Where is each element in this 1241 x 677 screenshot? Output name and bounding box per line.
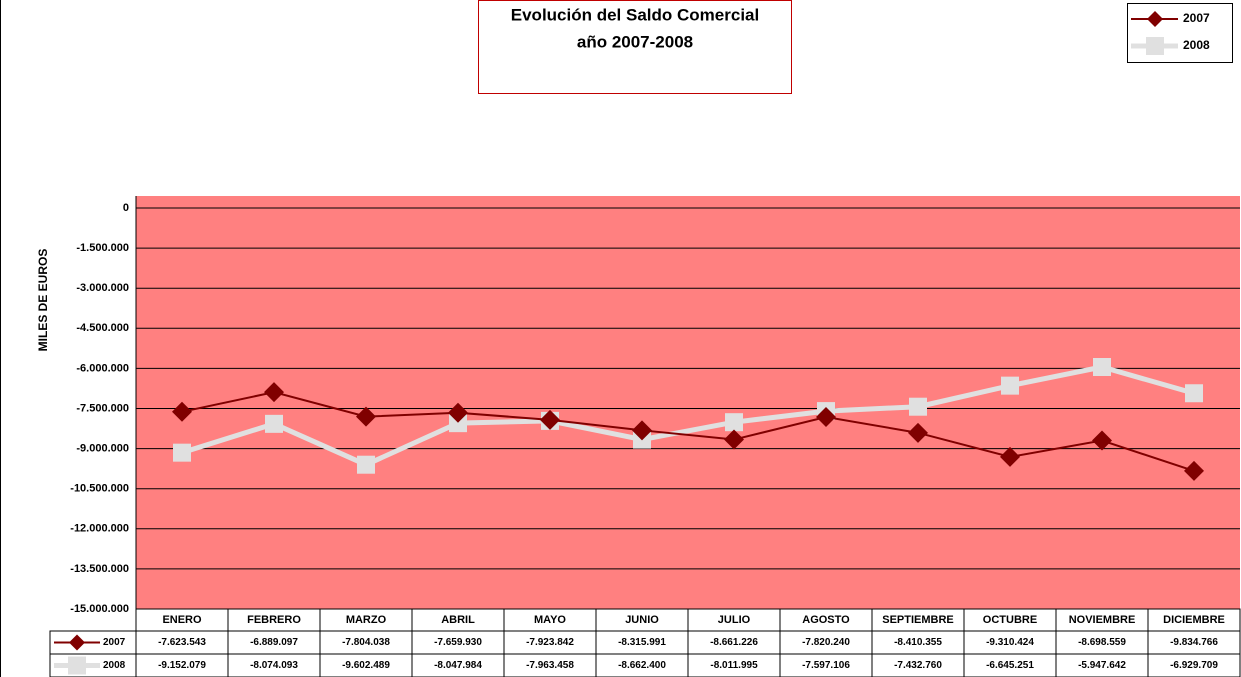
data-table-value: -5.947.642 xyxy=(1078,660,1126,671)
marker xyxy=(909,397,927,416)
data-table-value: -7.597.106 xyxy=(802,660,850,671)
table-series-name: 2007 xyxy=(103,637,126,648)
series-line xyxy=(181,364,1195,468)
data-table-value: -8.661.226 xyxy=(710,637,758,648)
y-tick-label: -12.000.000 xyxy=(70,523,129,535)
x-tick-label: MARZO xyxy=(346,614,387,626)
plot-area xyxy=(136,196,1240,609)
y-tick-label: 0 xyxy=(123,202,129,214)
y-axis-label: MILES DE EUROS xyxy=(36,249,50,352)
data-table-value: -6.645.251 xyxy=(986,660,1034,671)
x-tick-label: DICIEMBRE xyxy=(1163,614,1225,626)
marker xyxy=(1001,376,1019,395)
marker xyxy=(1185,384,1203,403)
x-tick-label: AGOSTO xyxy=(802,614,850,626)
y-tick-label: -7.500.000 xyxy=(76,402,129,414)
data-table-value: -8.662.400 xyxy=(618,660,666,671)
y-tick-label: -15.000.000 xyxy=(70,603,129,615)
data-table-value: -9.152.079 xyxy=(158,660,206,671)
data-table-value: -9.602.489 xyxy=(342,660,390,671)
marker xyxy=(172,401,192,422)
marker xyxy=(725,413,743,432)
chart-subtitle: año 2007-2008 xyxy=(577,32,693,51)
marker xyxy=(1146,37,1164,55)
data-table-value: -7.923.842 xyxy=(526,637,574,648)
marker xyxy=(68,656,86,675)
marker xyxy=(1000,446,1020,467)
marker xyxy=(724,429,744,450)
marker xyxy=(1184,460,1204,481)
data-table-value: -8.011.995 xyxy=(710,660,758,671)
data-table-value: -7.804.038 xyxy=(342,637,390,648)
y-tick-label: -9.000.000 xyxy=(76,443,129,455)
x-tick-label: FEBRERO xyxy=(247,614,301,626)
marker xyxy=(908,422,928,443)
marker xyxy=(540,409,560,430)
y-tick-label: -1.500.000 xyxy=(76,242,129,254)
data-table-value: -8.410.355 xyxy=(894,637,942,648)
x-tick-label: ENERO xyxy=(162,614,202,626)
data-table-value: -7.820.240 xyxy=(802,637,850,648)
marker xyxy=(357,455,375,474)
series-line xyxy=(181,391,1195,472)
x-tick-label: JUNIO xyxy=(625,614,659,626)
data-table-value: -6.929.709 xyxy=(1170,660,1218,671)
table-series-name: 2008 xyxy=(103,660,126,671)
x-tick-label: ABRIL xyxy=(441,614,475,626)
legend-label: 2008 xyxy=(1183,38,1210,52)
y-tick-label: -6.000.000 xyxy=(76,362,129,374)
marker xyxy=(448,402,468,423)
data-table-value: -6.889.097 xyxy=(250,637,298,648)
marker xyxy=(265,414,283,433)
marker xyxy=(69,634,85,651)
data-table-value: -7.659.930 xyxy=(434,637,482,648)
data-table-value: -8.315.991 xyxy=(618,637,666,648)
title-box xyxy=(478,0,792,94)
legend-label: 2007 xyxy=(1183,11,1210,25)
marker xyxy=(449,414,467,433)
chart-title: Evolución del Saldo Comercial xyxy=(511,5,759,24)
x-tick-label: SEPTIEMBRE xyxy=(882,614,954,626)
marker xyxy=(816,407,836,428)
y-tick-label: -4.500.000 xyxy=(76,322,129,334)
x-tick-label: MAYO xyxy=(534,614,566,626)
marker xyxy=(1092,430,1112,451)
y-tick-label: -3.000.000 xyxy=(76,282,129,294)
y-tick-label: -13.500.000 xyxy=(70,563,129,575)
x-tick-label: NOVIEMBRE xyxy=(1069,614,1136,626)
marker xyxy=(264,382,284,403)
data-table-value: -9.310.424 xyxy=(986,637,1034,648)
y-tick-label: -10.500.000 xyxy=(70,483,129,495)
data-table-value: -9.834.766 xyxy=(1170,637,1218,648)
data-table-value: -8.074.093 xyxy=(250,660,298,671)
marker xyxy=(1147,11,1163,27)
x-tick-label: JULIO xyxy=(718,614,751,626)
marker xyxy=(173,443,191,462)
data-table-value: -8.047.984 xyxy=(434,660,482,671)
x-tick-label: OCTUBRE xyxy=(983,614,1037,626)
marker xyxy=(632,420,652,441)
data-table-value: -7.432.760 xyxy=(894,660,942,671)
marker xyxy=(1093,358,1111,377)
marker xyxy=(356,406,376,427)
data-table-value: -7.623.543 xyxy=(158,637,206,648)
legend-box xyxy=(1127,3,1233,63)
data-table-value: -7.963.458 xyxy=(526,660,574,671)
data-table-value: -8.698.559 xyxy=(1078,637,1126,648)
